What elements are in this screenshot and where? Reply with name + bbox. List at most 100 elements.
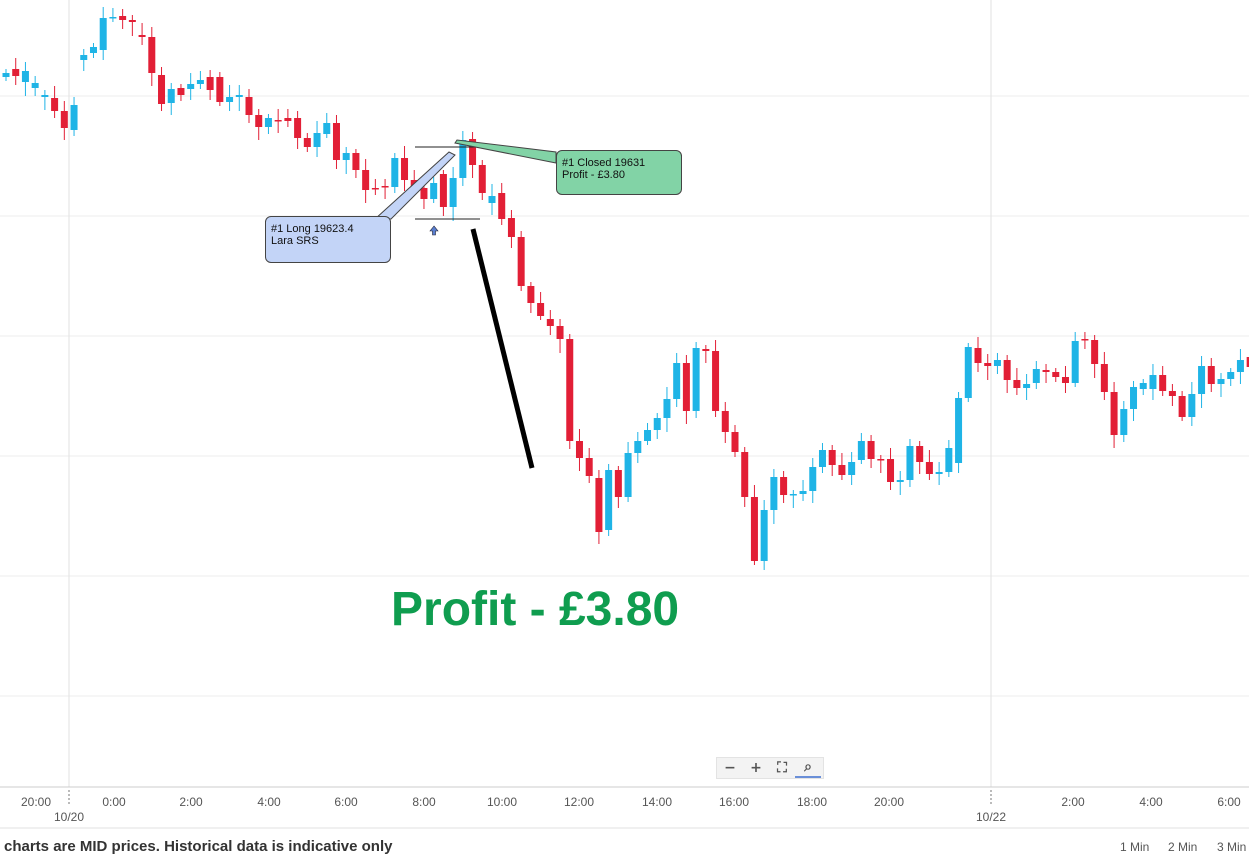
candle-body <box>148 37 155 73</box>
candle-body <box>605 470 612 530</box>
timeframe-1min[interactable]: 1 Min <box>1120 840 1149 854</box>
buy-arrow-icon <box>430 226 438 235</box>
candle-body <box>22 71 29 82</box>
timeframe-3min[interactable]: 3 Min <box>1217 840 1246 854</box>
candle-body <box>702 349 709 351</box>
candle-body <box>732 432 739 452</box>
fullscreen-icon[interactable]: ⛶ <box>769 758 795 778</box>
trade-overlays <box>375 140 556 468</box>
candle-body <box>314 133 321 147</box>
candle-body <box>1043 370 1050 372</box>
candle-body <box>207 77 214 90</box>
candle-body <box>109 17 116 19</box>
candle-body <box>936 472 943 474</box>
candle-body <box>780 477 787 495</box>
candle-body <box>906 446 913 480</box>
candle-body <box>1081 339 1088 341</box>
candle-body <box>887 459 894 482</box>
candle-body <box>1198 366 1205 394</box>
candle-body <box>829 450 836 465</box>
candle-body <box>479 165 486 193</box>
candle-body <box>683 363 690 411</box>
candle-body <box>352 153 359 170</box>
candle-body <box>1120 409 1127 435</box>
long-trade-sub: Lara SRS <box>271 235 385 247</box>
candle-body <box>1052 372 1059 377</box>
zoom-reset-icon[interactable]: ⌕ <box>795 758 821 778</box>
candle-body <box>615 470 622 497</box>
zoom-in-button[interactable]: + <box>743 758 769 778</box>
zoom-out-button[interactable]: − <box>717 758 743 778</box>
candle-body <box>391 158 398 187</box>
candle-body <box>255 115 262 127</box>
candle-body <box>770 477 777 510</box>
candle-body <box>61 111 68 128</box>
candle-body <box>654 418 661 430</box>
candle-body <box>304 138 311 147</box>
candle-body <box>294 118 301 138</box>
candle-body <box>557 326 564 339</box>
candle-body <box>712 351 719 411</box>
candle-body <box>177 88 184 95</box>
candle-body <box>800 491 807 494</box>
candle-body <box>41 95 48 97</box>
candle-body <box>547 319 554 326</box>
candlestick-series <box>3 7 1249 570</box>
candle-body <box>693 348 700 411</box>
candle-body <box>401 158 408 180</box>
x-tick-label: 4:00 <box>1139 795 1163 809</box>
candle-body <box>440 174 447 207</box>
candle-body <box>129 20 136 22</box>
candle-body <box>838 465 845 475</box>
date-label: 10/22 <box>976 810 1006 824</box>
x-tick-label: 8:00 <box>412 795 436 809</box>
profit-headline: Profit - £3.80 <box>391 582 679 637</box>
candle-body <box>858 441 865 460</box>
candle-body <box>1179 396 1186 417</box>
candle-body <box>975 348 982 363</box>
candle-body <box>576 441 583 458</box>
candle-body <box>1101 364 1108 392</box>
candle-body <box>1149 375 1156 389</box>
candle-body <box>12 69 19 76</box>
candle-body <box>1140 383 1147 389</box>
candle-body <box>226 97 233 102</box>
x-tick-label: 4:00 <box>257 795 281 809</box>
candle-body <box>168 89 175 103</box>
candle-body <box>1072 341 1079 383</box>
long-trade-title: #1 Long 19623.4 <box>271 223 385 235</box>
candle-body <box>877 459 884 461</box>
candle-body <box>722 411 729 432</box>
candle-body <box>1130 387 1137 409</box>
candle-body <box>430 183 437 199</box>
candle-body <box>527 286 534 303</box>
timeframe-2min[interactable]: 2 Min <box>1168 840 1197 854</box>
candle-body <box>362 170 369 190</box>
candle-body <box>459 140 466 178</box>
candle-body <box>1227 372 1234 379</box>
candle-body <box>3 73 10 77</box>
candle-body <box>51 98 58 111</box>
candle-body <box>819 450 826 467</box>
closed-trade-title: #1 Closed 19631 <box>562 157 676 169</box>
candle-body <box>71 105 78 130</box>
x-tick-label: 18:00 <box>797 795 827 809</box>
candle-body <box>984 363 991 366</box>
candle-body <box>343 153 350 160</box>
candle-body <box>1188 394 1195 417</box>
footer-note: charts are MID prices. Historical data i… <box>4 838 392 855</box>
candle-body <box>926 462 933 474</box>
candle-body <box>994 360 1001 366</box>
candle-body <box>197 80 204 84</box>
candle-body <box>868 441 875 459</box>
candle-body <box>586 458 593 476</box>
candle-body <box>236 95 243 97</box>
candle-body <box>566 339 573 441</box>
candle-body <box>382 186 389 188</box>
candle-body <box>644 430 651 441</box>
candle-body <box>489 196 496 203</box>
x-tick-label: 10:00 <box>487 795 517 809</box>
candle-body <box>1159 375 1166 391</box>
candle-body <box>1023 384 1030 388</box>
